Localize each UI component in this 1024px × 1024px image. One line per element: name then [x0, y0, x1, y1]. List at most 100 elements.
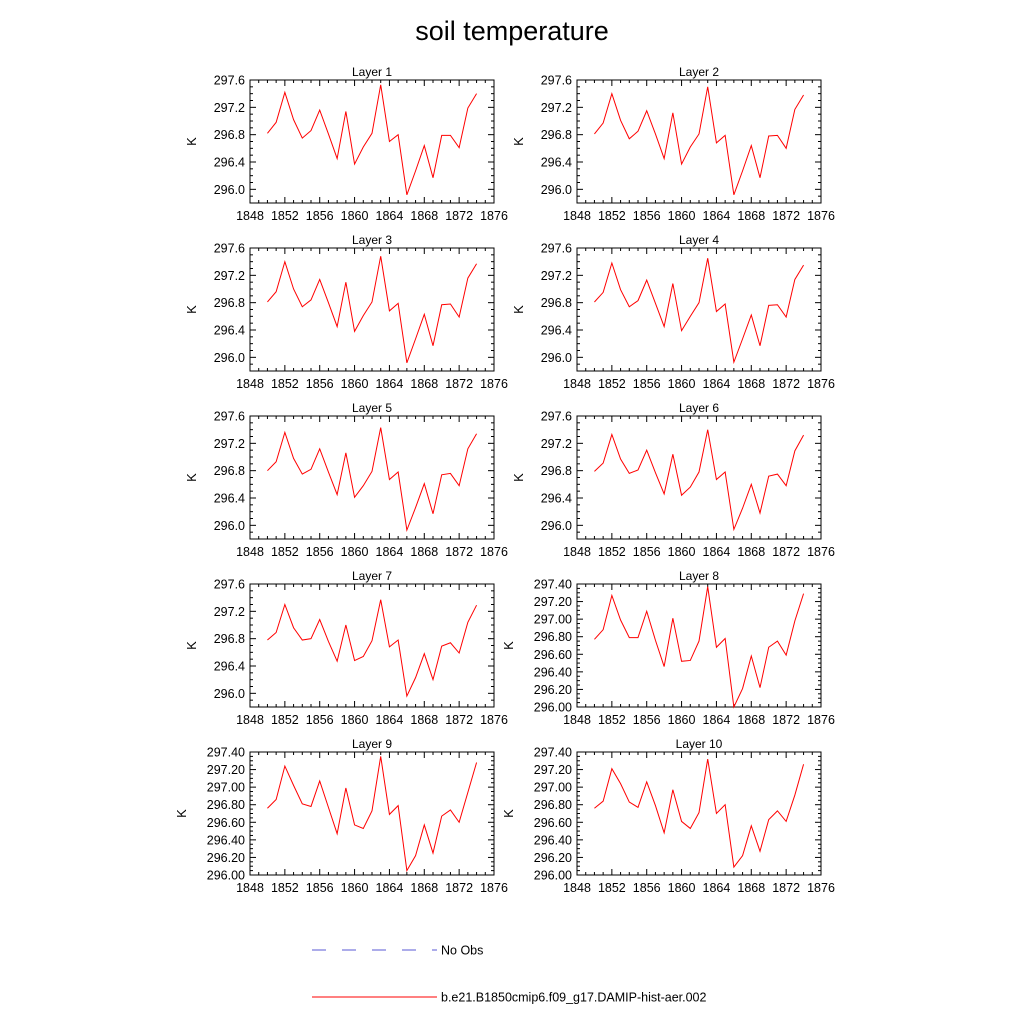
x-tick-label: 1848 — [563, 209, 591, 223]
legend-label: b.e21.B1850cmip6.f09_g17.DAMIP-hist-aer.… — [441, 991, 706, 1005]
x-tick-label: 1872 — [772, 713, 800, 727]
panel-title: Layer 2 — [679, 65, 719, 79]
x-tick-label: 1852 — [271, 377, 299, 391]
y-tick-label: 297.6 — [541, 242, 572, 256]
x-tick-label: 1852 — [598, 209, 626, 223]
x-tick-label: 1848 — [236, 881, 264, 895]
x-tick-label: 1856 — [633, 881, 661, 895]
panel-title: Layer 7 — [352, 569, 392, 583]
legend-item: No Obs — [312, 944, 483, 958]
panel-layer-9: Layer 9 K 1848 1852 1856 1860 1864 1868 1872 1876… — [174, 737, 508, 895]
x-tick-label: 1876 — [480, 713, 508, 727]
x-tick-label: 1856 — [306, 881, 334, 895]
y-tick-label: 297.40 — [207, 746, 245, 760]
x-tick-label: 1872 — [445, 209, 473, 223]
panel-title: Layer 10 — [676, 737, 723, 751]
y-tick-label: 296.4 — [214, 156, 245, 170]
x-tick-label: 1848 — [236, 377, 264, 391]
x-tick-label: 1860 — [341, 209, 369, 223]
x-tick-label: 1864 — [376, 713, 404, 727]
x-tick-label: 1868 — [410, 545, 438, 559]
series-line — [594, 86, 804, 195]
x-tick-label: 1852 — [598, 545, 626, 559]
series-line — [267, 427, 478, 533]
y-tick-label: 296.4 — [214, 492, 245, 506]
series-line — [267, 256, 477, 363]
y-tick-label: 296.4 — [541, 492, 572, 506]
y-tick-label: 296.00 — [534, 869, 572, 883]
y-tick-label: 297.6 — [214, 74, 245, 88]
plot-frame — [576, 583, 822, 708]
panel-title: Layer 6 — [679, 401, 719, 415]
y-tick-label: 297.6 — [214, 578, 245, 592]
x-tick-label: 1852 — [271, 209, 299, 223]
y-axis-label: K — [184, 305, 199, 314]
y-tick-label: 296.8 — [541, 296, 572, 310]
x-tick-label: 1872 — [772, 881, 800, 895]
panel-layer-3: Layer 3 K 1848 1852 1856 1860 1864 1868 1872 1876… — [184, 233, 508, 391]
y-tick-label: 296.0 — [541, 183, 572, 197]
y-tick-label: 296.60 — [207, 816, 245, 830]
y-tick-label: 296.40 — [534, 833, 572, 847]
y-tick-label: 297.2 — [214, 101, 245, 115]
x-tick-label: 1852 — [598, 881, 626, 895]
y-axis-label: K — [184, 473, 199, 482]
y-axis-label: K — [501, 809, 516, 818]
y-tick-label: 296.20 — [207, 851, 245, 865]
x-tick-label: 1872 — [772, 377, 800, 391]
y-tick-label: 296.00 — [534, 701, 572, 715]
panel-layer-5: Layer 5 K 1848 1852 1856 1860 1864 1868 1872 1876… — [184, 401, 508, 559]
panel-layer-4: Layer 4 K 1848 1852 1856 1860 1864 1868 1872 1876… — [511, 233, 835, 391]
x-tick-label: 1852 — [598, 713, 626, 727]
x-tick-label: 1872 — [445, 377, 473, 391]
y-tick-label: 297.00 — [534, 781, 572, 795]
y-tick-label: 296.0 — [214, 687, 245, 701]
x-tick-label: 1876 — [807, 545, 835, 559]
x-tick-label: 1860 — [668, 545, 696, 559]
y-tick-label: 296.0 — [541, 351, 572, 365]
x-tick-label: 1860 — [341, 881, 369, 895]
plot-frame — [249, 583, 495, 708]
series-line — [594, 258, 804, 365]
x-tick-label: 1848 — [563, 377, 591, 391]
x-tick-label: 1876 — [807, 713, 835, 727]
x-tick-label: 1868 — [737, 713, 765, 727]
y-tick-label: 296.4 — [214, 324, 245, 338]
x-tick-label: 1864 — [376, 377, 404, 391]
x-tick-label: 1860 — [341, 377, 369, 391]
main-title: soil temperature — [415, 16, 609, 46]
x-tick-label: 1876 — [480, 881, 508, 895]
y-axis-label: K — [511, 137, 526, 146]
y-tick-label: 296.80 — [207, 798, 245, 812]
panel-title: Layer 8 — [679, 569, 719, 583]
y-tick-label: 296.60 — [534, 648, 572, 662]
panel-layer-8: Layer 8 K 1848 1852 1856 1860 1864 1868 1872 1876… — [501, 569, 835, 727]
x-tick-label: 1848 — [563, 881, 591, 895]
x-tick-label: 1876 — [807, 377, 835, 391]
x-tick-label: 1868 — [410, 713, 438, 727]
x-tick-label: 1872 — [445, 545, 473, 559]
x-tick-label: 1872 — [445, 881, 473, 895]
x-tick-label: 1868 — [737, 377, 765, 391]
legend-item: b.e21.B1850cmip6.f09_g17.DAMIP-hist-aer.… — [312, 991, 706, 1005]
y-tick-label: 297.40 — [534, 578, 572, 592]
x-tick-label: 1856 — [633, 545, 661, 559]
y-axis-label: K — [511, 305, 526, 314]
y-tick-label: 296.4 — [541, 156, 572, 170]
x-tick-label: 1864 — [703, 209, 731, 223]
x-tick-label: 1856 — [306, 545, 334, 559]
x-tick-label: 1848 — [236, 209, 264, 223]
panel-layer-1: Layer 1 K 1848 1852 1856 1860 1864 1868 1872 1876… — [184, 65, 508, 223]
y-tick-label: 296.0 — [214, 351, 245, 365]
panel-layer-10: Layer 10 K 1848 1852 1856 1860 1864 1868 1872 187… — [501, 737, 835, 895]
x-tick-label: 1852 — [598, 377, 626, 391]
y-tick-label: 297.6 — [214, 410, 245, 424]
panel-layer-6: Layer 6 K 1848 1852 1856 1860 1864 1868 1872 1876… — [511, 401, 835, 559]
x-tick-label: 1860 — [668, 713, 696, 727]
series-line — [594, 429, 805, 532]
x-tick-label: 1860 — [668, 881, 696, 895]
y-tick-label: 296.8 — [214, 128, 245, 142]
series-line — [267, 756, 478, 873]
panel-title: Layer 9 — [352, 737, 392, 751]
y-tick-label: 296.20 — [534, 683, 572, 697]
